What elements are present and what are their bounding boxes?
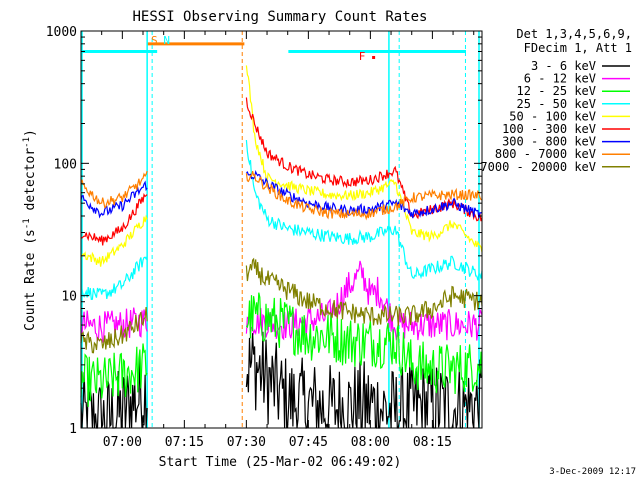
y-axis-label: Count Rate (s-1 detector-1) — [22, 129, 38, 331]
x-tick-label: 08:00 — [351, 435, 390, 450]
legend-entry-label: 12 - 25 keV — [517, 84, 596, 98]
legend-entry-label: 7000 - 20000 keV — [480, 160, 596, 174]
x-axis-label: Start Time (25-Mar-02 06:49:02) — [159, 455, 402, 470]
legend-entry-label: 50 - 100 keV — [509, 109, 596, 123]
x-tick-label: 07:45 — [289, 435, 328, 450]
y-tick-label: 10 — [61, 290, 77, 305]
axis-ticks: 07:00 07:15 07:30 07:45 08:00 08:15 1 10 100 1000 — [46, 25, 482, 450]
legend-entry-label: 300 - 800 keV — [502, 135, 596, 149]
series-line-12-25kev — [245, 292, 483, 395]
series-line-7000-20000kev — [245, 257, 483, 327]
flag-label: F — [359, 50, 366, 63]
flag-label: S — [151, 34, 158, 47]
y-tick-label: 100 — [54, 157, 77, 172]
legend-header-line-1: Det 1,3,4,5,6,9, — [516, 27, 632, 41]
flag-f-mark — [372, 56, 376, 59]
legend-entry-label: 800 - 7000 keV — [495, 147, 596, 161]
x-tick-label: 08:15 — [413, 435, 452, 450]
timestamp: 3-Dec-2009 12:17 — [549, 467, 636, 477]
series-line-800-7000kev — [80, 170, 148, 209]
series-line-25-50kev — [80, 256, 148, 300]
chart-title: HESSI Observing Summary Count Rates — [132, 9, 427, 25]
legend-entry-label: 6 - 12 keV — [524, 72, 596, 86]
flag-label: N — [163, 34, 170, 47]
y-tick-label: 1 — [69, 422, 77, 437]
legend-entry-label: 25 - 50 keV — [517, 97, 596, 111]
series-line-7000-20000kev — [80, 306, 148, 354]
plot-content: S N F — [80, 31, 483, 429]
series-line-300-800kev — [246, 170, 483, 219]
series-line-100-300kev — [80, 193, 148, 246]
legend-entry-label: 100 - 300 keV — [502, 122, 596, 136]
x-tick-label: 07:30 — [227, 435, 266, 450]
series-line-25-50kev — [245, 139, 483, 281]
series-line-3-6kev — [245, 331, 483, 429]
legend-entry-label: 3 - 6 keV — [531, 59, 596, 73]
x-tick-label: 07:00 — [103, 435, 142, 450]
series-line-6-12kev — [245, 260, 483, 341]
legend-header-line-2: FDecim 1, Att 1 — [524, 41, 632, 55]
series-line-800-7000kev — [245, 170, 483, 221]
plot-frame — [80, 30, 483, 429]
series-line-12-25kev — [80, 343, 148, 407]
series-line-50-100kev — [80, 214, 148, 267]
x-tick-label: 07:15 — [165, 435, 204, 450]
series-line-100-300kev — [245, 97, 483, 222]
series-line-50-100kev — [245, 65, 483, 253]
y-tick-label: 1000 — [46, 25, 77, 40]
series-line-300-800kev — [80, 180, 148, 219]
